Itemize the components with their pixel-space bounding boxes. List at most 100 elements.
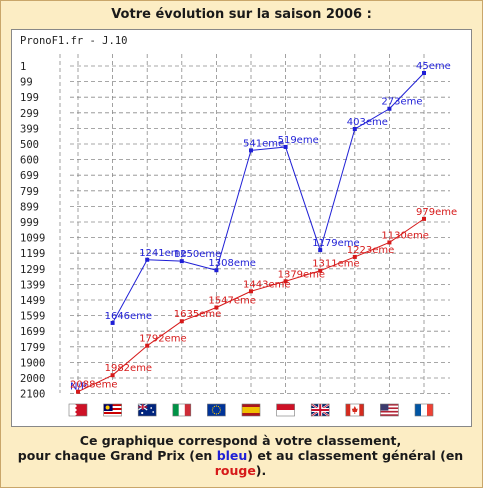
series-2-point	[145, 343, 150, 348]
series-1-point	[145, 257, 150, 262]
uk-flag-icon	[310, 403, 330, 417]
series-2-segment	[320, 256, 355, 272]
series-2-point	[76, 389, 80, 394]
series-2-segment	[146, 320, 183, 347]
series-2-segment	[216, 290, 252, 308]
series-1-data-label: 45eme	[416, 61, 451, 72]
caption-line-1: Ce graphique correspond à votre classeme…	[79, 433, 402, 448]
series-2-data-label: 2088eme	[70, 380, 118, 391]
caption-blue-word: bleu	[216, 448, 248, 463]
france-flag-icon	[414, 403, 434, 417]
series-2-segment	[389, 218, 425, 243]
series-2-data-label: 1223eme	[347, 245, 395, 256]
series-1-segment	[319, 128, 356, 251]
italy-flag-icon	[172, 403, 192, 417]
y-tick-label: 1499	[20, 295, 45, 307]
series-1-segment	[215, 150, 252, 271]
y-tick-label: 1399	[20, 279, 45, 291]
series-1-data-label: N/P	[70, 382, 87, 393]
series-2-data-label: 1982eme	[105, 363, 153, 374]
series-1-point	[422, 71, 426, 76]
y-tick-label: 399	[20, 123, 39, 135]
series-2-data-label: 1635eme	[174, 309, 222, 320]
spain-flag-icon	[241, 403, 261, 417]
series-1-segment	[354, 108, 390, 130]
chart-label: PronoF1.fr - J.10	[20, 35, 127, 47]
y-tick-label: 899	[20, 201, 39, 213]
series-1-point	[179, 259, 184, 264]
series-2-segment	[354, 241, 390, 258]
series-2-segment	[112, 345, 148, 376]
y-tick-label: 600	[20, 155, 39, 167]
series-2-point	[318, 268, 323, 273]
series-1-segment	[181, 260, 217, 271]
monaco-flag-icon	[276, 403, 295, 417]
series-1-data-label: 1179eme	[312, 238, 360, 249]
series-1-point	[318, 248, 323, 253]
y-tick-label: 299	[20, 108, 39, 120]
canada-flag-icon	[345, 403, 365, 417]
y-tick-label: 2000	[20, 373, 45, 385]
europe-flag-icon	[207, 403, 226, 417]
series-2-data-label: 1547eme	[208, 295, 256, 306]
series-1-point	[352, 127, 357, 132]
caption-text: ) et au classement général (en	[247, 448, 464, 463]
series-1-point	[387, 106, 392, 111]
caption-red-word: rouge	[214, 463, 256, 478]
series-1-segment	[285, 146, 321, 251]
series-2-data-label: 1792eme	[139, 334, 187, 345]
y-tick-label: 199	[20, 92, 39, 104]
bahrain-flag-icon	[68, 403, 88, 417]
series-2-point	[283, 279, 288, 284]
y-tick-label: 1299	[20, 264, 45, 276]
series-1-data-label: 403eme	[347, 117, 388, 128]
series-2-segment	[285, 270, 321, 282]
series-1-point	[110, 320, 115, 325]
y-tick-label: 1799	[20, 342, 45, 354]
malaysia-flag-icon	[103, 403, 122, 417]
series-1-data-label: 519eme	[278, 135, 319, 146]
series-1-segment	[250, 146, 286, 151]
series-2-data-label: 979eme	[416, 207, 457, 218]
series-2-data-label: 1443eme	[243, 279, 291, 290]
chart-area: PronoF1.fr - J.10 1 99 199 299 399 500 600 699 79…	[11, 29, 472, 427]
y-tick-label: 799	[20, 186, 39, 198]
caption-text: pour chaque Grand Prix (en	[17, 448, 217, 463]
series-2-point	[110, 373, 115, 378]
series-2-data-label: 1130eme	[381, 230, 429, 241]
series-2-data-label: 1379eme	[278, 269, 326, 280]
page-title: Votre évolution sur la saison 2006 :	[111, 7, 372, 22]
caption-line-2: pour chaque Grand Prix (en bleu) et au c…	[11, 448, 470, 463]
australia-flag-icon	[137, 403, 157, 417]
y-tick-label: 1599	[20, 311, 45, 323]
usa-flag-icon	[380, 403, 399, 417]
caption-line-3: rouge).	[11, 463, 470, 478]
y-tick-label: 2100	[20, 389, 45, 401]
series-1-point	[249, 148, 253, 153]
y-tick-label: 999	[20, 217, 39, 229]
series-1-data-label: 273eme	[381, 97, 422, 108]
series-1-data-label: 1308eme	[208, 258, 256, 269]
y-tick-label: 1	[20, 61, 26, 73]
series-1-data-label: 1250eme	[174, 249, 222, 260]
series-1-segment	[112, 259, 148, 324]
y-tick-label: 1699	[20, 326, 45, 338]
chart-caption: Ce graphique correspond à votre classeme…	[11, 433, 470, 478]
y-tick-label: 699	[20, 170, 39, 182]
y-tick-label: 99	[20, 77, 33, 89]
series-1-data-label: 1241eme	[139, 248, 187, 259]
series-2-point	[422, 216, 426, 221]
series-2-point	[214, 305, 219, 310]
series-2-point	[249, 289, 253, 294]
y-tick-label: 1199	[20, 248, 45, 260]
series-2-segment	[77, 374, 113, 393]
y-tick-label: 1900	[20, 357, 45, 369]
series-2-point	[352, 254, 357, 259]
series-1-point	[214, 268, 219, 273]
series-1-point	[283, 144, 288, 149]
series-1-segment	[389, 72, 425, 110]
y-tick-label: 1099	[20, 233, 45, 245]
series-2-point	[179, 319, 184, 324]
caption-text: ).	[255, 463, 267, 478]
